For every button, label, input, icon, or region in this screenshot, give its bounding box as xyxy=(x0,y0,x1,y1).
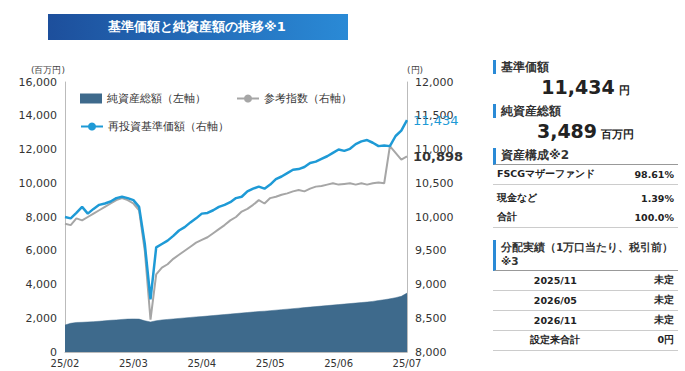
svg-text:参考指数（右軸）: 参考指数（右軸） xyxy=(264,92,352,105)
svg-text:0: 0 xyxy=(50,345,57,359)
svg-text:8,500: 8,500 xyxy=(415,312,447,325)
svg-text:8,000: 8,000 xyxy=(26,211,58,224)
html-text:資産構成※2: 資産構成※2 xyxy=(501,148,569,162)
svg-text:8,000: 8,000 xyxy=(415,345,447,359)
svg-text:4,000: 4,000 xyxy=(26,278,58,291)
svg-text:6,000: 6,000 xyxy=(26,244,58,257)
html-text:基準価額と純資産額の推移※1: 基準価額と純資産額の推移※1 xyxy=(108,19,286,34)
svg-text:(百万円): (百万円) xyxy=(31,65,65,75)
svg-text:10,000: 10,000 xyxy=(415,211,454,224)
html-text:純資産総額: 純資産総額 xyxy=(501,104,561,118)
svg-text:25/03: 25/03 xyxy=(119,358,148,369)
svg-text:(円): (円) xyxy=(407,65,423,75)
html-text:未定: 未定 xyxy=(654,314,674,325)
svg-text:11,434: 11,434 xyxy=(413,113,459,128)
svg-text:9,500: 9,500 xyxy=(415,244,447,257)
html-text:100.0%: 100.0% xyxy=(634,212,674,223)
svg-text:25/05: 25/05 xyxy=(256,358,285,369)
svg-text:10,500: 10,500 xyxy=(415,177,454,190)
svg-text:14,000: 14,000 xyxy=(19,109,58,122)
html-text:合計: 合計 xyxy=(497,211,517,222)
html-text:3,489 百万円: 3,489 百万円 xyxy=(536,120,634,142)
svg-text:再投資基準価額（右軸）: 再投資基準価額（右軸） xyxy=(108,120,229,133)
svg-text:9,000: 9,000 xyxy=(415,278,447,291)
html-text:0円: 0円 xyxy=(657,334,674,345)
html-text:1.39%: 1.39% xyxy=(641,193,674,204)
svg-text:25/06: 25/06 xyxy=(324,358,353,369)
html-text:基準価額: 基準価額 xyxy=(501,60,549,74)
html-text:分配実績（1万口当たり、税引前）※3: 分配実績（1万口当たり、税引前）※3 xyxy=(501,241,674,267)
svg-text:純資産総額（左軸）: 純資産総額（左軸） xyxy=(107,92,206,105)
svg-text:2,000: 2,000 xyxy=(26,312,58,325)
html-text:2026/11: 2026/11 xyxy=(533,315,577,326)
html-text:11,434 円: 11,434 円 xyxy=(541,76,630,98)
svg-text:10,000: 10,000 xyxy=(19,177,58,190)
svg-text:10,898: 10,898 xyxy=(413,149,463,164)
html-text:2025/11: 2025/11 xyxy=(533,275,577,286)
html-text:98.61%: 98.61% xyxy=(634,169,674,180)
html-text:2026/05: 2026/05 xyxy=(533,295,577,306)
svg-text:25/07: 25/07 xyxy=(393,358,422,369)
html-text:設定来合計: 設定来合計 xyxy=(530,334,581,345)
svg-text:25/04: 25/04 xyxy=(187,358,216,369)
html-text:未定: 未定 xyxy=(654,294,674,305)
html-text:FSCGマザーファンド: FSCGマザーファンド xyxy=(497,168,596,179)
html-text:未定: 未定 xyxy=(654,274,674,285)
html-text:現金など: 現金など xyxy=(497,192,537,203)
svg-text:12,000: 12,000 xyxy=(19,143,58,156)
svg-text:16,000: 16,000 xyxy=(19,76,58,89)
svg-text:12,000: 12,000 xyxy=(415,76,454,89)
svg-text:25/02: 25/02 xyxy=(51,358,80,369)
